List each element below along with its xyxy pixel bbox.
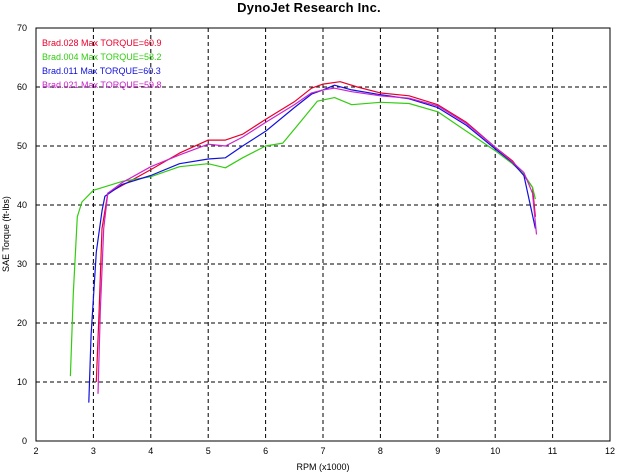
x-tick-label: 12 bbox=[605, 446, 615, 456]
legend-entry: Brad.004 Max TORQUE=58.2 bbox=[42, 52, 161, 62]
y-tick-label: 40 bbox=[17, 200, 27, 210]
x-tick-label: 3 bbox=[91, 446, 96, 456]
series-line-brad-011 bbox=[88, 84, 536, 403]
y-tick-label: 50 bbox=[17, 141, 27, 151]
series-lines bbox=[69, 81, 538, 403]
legend-entry: Brad.011 Max TORQUE=60.3 bbox=[42, 66, 161, 76]
x-axis-label: RPM (x1000) bbox=[296, 462, 349, 472]
y-axis-label: SAE Torque (ft-lbs) bbox=[1, 196, 11, 272]
y-tick-label: 60 bbox=[17, 82, 27, 92]
x-tick-label: 7 bbox=[320, 446, 325, 456]
y-tick-label: 30 bbox=[17, 259, 27, 269]
x-tick-label: 2 bbox=[33, 446, 38, 456]
x-tick-label: 4 bbox=[148, 446, 153, 456]
chart-title: DynoJet Research Inc. bbox=[237, 0, 381, 15]
x-tick-label: 10 bbox=[490, 446, 500, 456]
grid bbox=[36, 28, 610, 441]
x-tick-label: 8 bbox=[378, 446, 383, 456]
legend-entry: Brad.021 Max TORQUE=59.8 bbox=[42, 80, 161, 90]
y-tick-label: 20 bbox=[17, 318, 27, 328]
x-tick-label: 6 bbox=[263, 446, 268, 456]
y-tick-label: 10 bbox=[17, 377, 27, 387]
y-tick-label: 70 bbox=[17, 23, 27, 33]
y-tick-label: 0 bbox=[22, 436, 27, 446]
x-tick-label: 5 bbox=[206, 446, 211, 456]
series-line-brad-021 bbox=[97, 87, 538, 394]
x-tick-label: 11 bbox=[548, 446, 557, 456]
legend-entry: Brad.028 Max TORQUE=60.9 bbox=[42, 38, 161, 48]
series-line-brad-004 bbox=[69, 97, 536, 377]
legend: Brad.028 Max TORQUE=60.9 Brad.004 Max TOR… bbox=[42, 38, 161, 90]
tick-labels: 2 3 4 5 6 7 8 9 10 11 12 0 10 20 30 40 50 60 70 bbox=[17, 23, 615, 456]
plot-area-frame bbox=[35, 27, 611, 442]
x-tick-label: 9 bbox=[435, 446, 440, 456]
